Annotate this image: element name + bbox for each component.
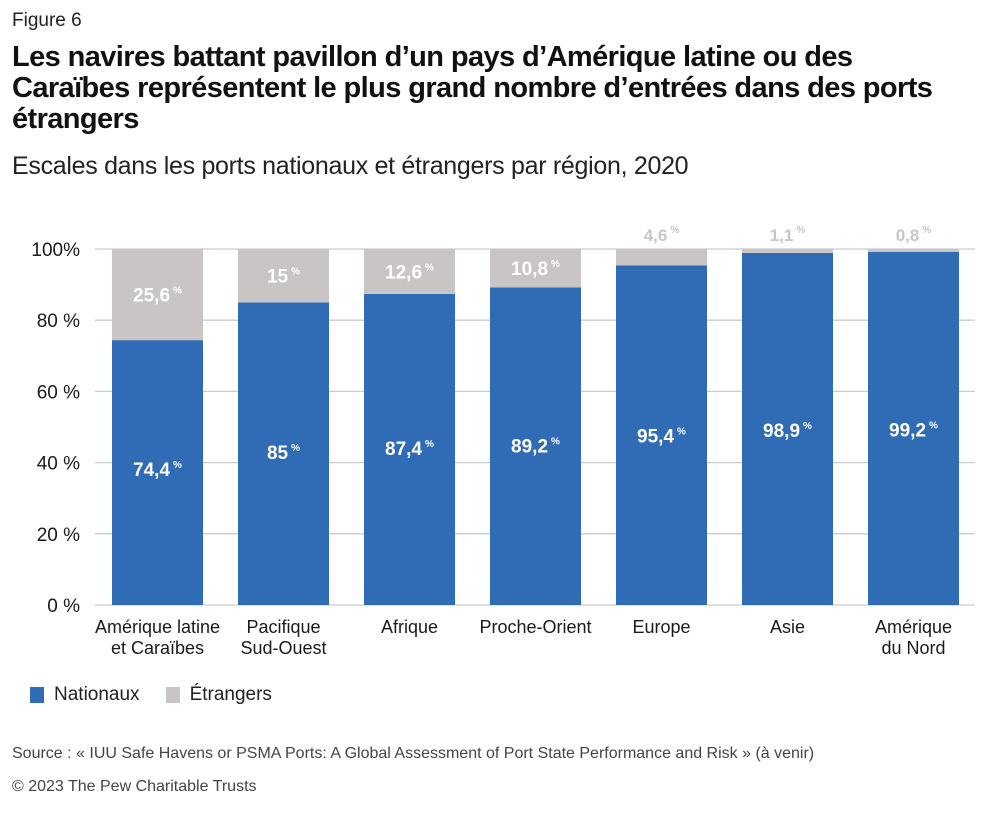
x-tick-label: Asie [770,617,805,637]
data-label-domestic: 98,9% [763,421,812,442]
y-tick-label: 60 % [37,382,80,403]
bar-foreign [364,249,455,294]
bar-domestic [616,265,707,605]
data-label-domestic: 74,4% [133,460,182,481]
bar-domestic [238,302,329,605]
data-label-domestic: 89,2% [511,436,560,457]
x-tick-label: Pacifique [246,617,320,637]
legend-label-foreign: Étrangers [189,684,272,705]
data-label-foreign: 10,8% [511,259,560,280]
data-label-domestic: 87,4% [385,439,434,460]
copyright: © 2023 The Pew Charitable Trusts [12,778,257,795]
bar-domestic [112,340,203,605]
legend-label-domestic: Nationaux [54,684,140,705]
y-tick-label: 80 % [37,311,80,332]
legend-swatch-domestic [30,687,44,703]
bar-foreign [868,249,959,252]
bar-foreign [616,249,707,266]
x-tick-label: Afrique [381,617,438,637]
data-label-foreign: 25,6% [133,286,182,307]
y-tick-label: 20 % [37,525,80,546]
legend-item-domestic: Nationaux [30,684,140,706]
data-label-foreign: 0,8% [896,225,932,245]
bar-domestic [490,287,581,605]
bar-domestic [364,293,455,605]
data-label-domestic: 99,2% [889,420,938,441]
x-tick-label: du Nord [881,638,945,658]
y-tick-label: 40 % [37,454,80,475]
bar-foreign [238,249,329,303]
y-tick-label: 0 % [47,596,80,617]
figure-label: Figure 6 [12,10,82,31]
bar-domestic [868,251,959,605]
chart-subtitle: Escales dans les ports nationaux et étra… [12,152,689,180]
bar-foreign [490,249,581,288]
bar-foreign [112,249,203,341]
legend-swatch-foreign [165,687,180,703]
x-tick-label: Amérique latine [95,617,220,637]
chart-title: Les navires battant pavillon d’un pays d… [12,41,933,135]
data-label-domestic: 95,4% [637,426,686,447]
data-label-foreign: 12,6% [385,262,434,283]
x-tick-label: Sud-Ouest [240,638,326,658]
data-label-foreign: 1,1% [770,225,806,245]
x-tick-label: Proche-Orient [479,617,591,637]
y-tick-label: 100% [31,240,80,261]
bar-domestic [742,252,833,605]
legend-item-foreign: Étrangers [165,684,272,706]
stacked-bar-chart: 0 % 20 % 40 % 60 % 80 % 100% 74,4 % 25,6 % Amériqu… [31,225,975,658]
x-tick-label: et Caraïbes [111,638,204,658]
legend: Nationaux Étrangers [30,684,298,706]
data-label-foreign: 4,6% [644,225,680,245]
x-tick-label: Europe [632,617,690,637]
bar-foreign [742,249,833,253]
x-tick-label: Amérique [875,617,952,637]
source-note: Source : « IUU Safe Havens or PSMA Ports… [12,745,815,762]
